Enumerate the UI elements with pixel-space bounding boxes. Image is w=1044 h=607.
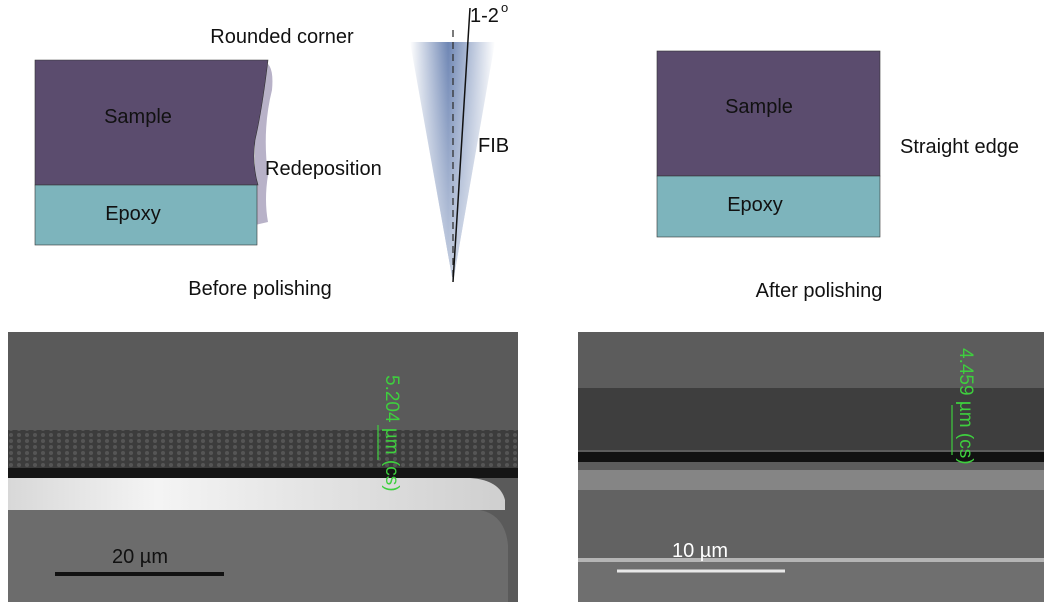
label: Rounded corner [210,26,354,48]
caption: After polishing [756,280,883,302]
lower-region [8,510,508,602]
label: FIB [478,135,509,157]
edge-line [578,558,1044,562]
label: Sample [104,106,172,128]
caption: Before polishing [188,278,331,300]
label: Sample [725,96,793,118]
scale-label: 10 µm [672,540,728,562]
figure: Rounded corner Sample Epoxy Redeposition… [0,0,1044,602]
sem-before: 20 µm 5.204 µm (cs) [8,332,518,602]
redeposition-band [8,430,518,470]
label: Epoxy [727,194,783,216]
scale-label: 20 µm [112,546,168,568]
sem-after: 10 µm 4.459 µm (cs) [578,332,1044,602]
label: 1-2 [470,5,499,27]
bright-band [578,470,1044,490]
beam-diagram: 1-2 o FIB [410,0,509,282]
after-diagram: Sample Epoxy Straight edge After polishi… [657,51,1019,302]
measurement: 4.459 µm (cs) [955,348,976,465]
label: Redeposition [265,158,382,180]
measurement: 5.204 µm (cs) [381,375,402,492]
label: Epoxy [105,203,161,225]
mid-band [578,490,1044,558]
before-diagram: Rounded corner Sample Epoxy Redeposition… [35,26,382,300]
lower-region [578,562,1044,602]
label: Straight edge [900,136,1019,158]
label: o [501,0,508,15]
gap-line [8,468,518,478]
edge-band [8,478,505,510]
